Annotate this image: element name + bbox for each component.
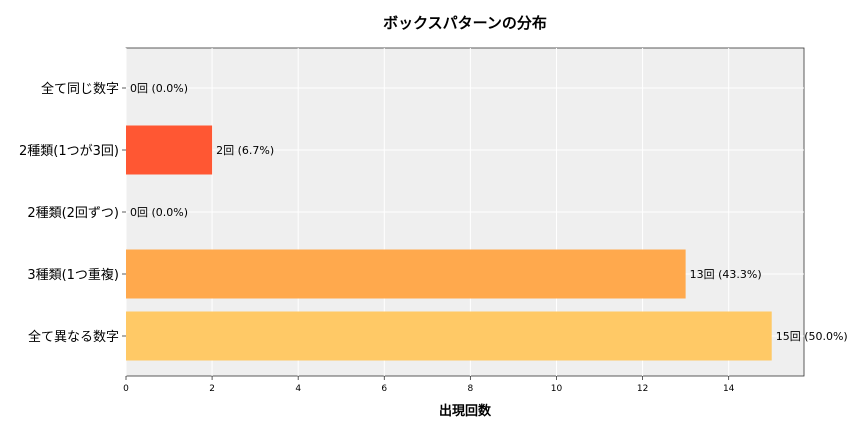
- x-tick-label: 8: [468, 384, 474, 394]
- bar-value-label: 13回 (43.3%): [690, 268, 762, 281]
- bar-value-label: 15回 (50.0%): [776, 330, 848, 343]
- bar-value-label: 0回 (0.0%): [130, 82, 188, 95]
- y-category-label: 全て異なる数字: [28, 329, 119, 345]
- chart-title: ボックスパターンの分布: [383, 14, 547, 32]
- y-axis-categories: 全て同じ数字 2種類(1つが3回) 2種類(2回ずつ) 3種類(1つ重複) 全て異なる数…: [19, 81, 126, 345]
- bar: [126, 311, 772, 361]
- y-category-label: 2種類(2回ずつ): [27, 205, 119, 221]
- x-tick-label: 14: [723, 384, 735, 394]
- x-axis-label: 出現回数: [439, 403, 492, 419]
- x-axis-ticks: 0 2 4 6 8 10 12 14: [123, 376, 735, 394]
- data-labels: 0回 (0.0%) 2回 (6.7%) 0回 (0.0%) 13回 (43.3%) 15…: [130, 82, 848, 343]
- y-category-label: 3種類(1つ重複): [27, 267, 119, 283]
- x-tick-label: 2: [209, 384, 215, 394]
- bar: [126, 125, 213, 175]
- y-category-label: 全て同じ数字: [41, 81, 119, 97]
- x-tick-label: 10: [551, 384, 563, 394]
- x-tick-label: 6: [381, 384, 387, 394]
- bar-value-label: 2回 (6.7%): [216, 144, 274, 157]
- x-tick-label: 12: [637, 384, 648, 394]
- x-tick-label: 0: [123, 384, 129, 394]
- x-tick-label: 4: [295, 384, 301, 394]
- bar-value-label: 0回 (0.0%): [130, 206, 188, 219]
- bar: [126, 249, 686, 299]
- y-category-label: 2種類(1つが3回): [19, 143, 119, 159]
- bars: [126, 125, 772, 361]
